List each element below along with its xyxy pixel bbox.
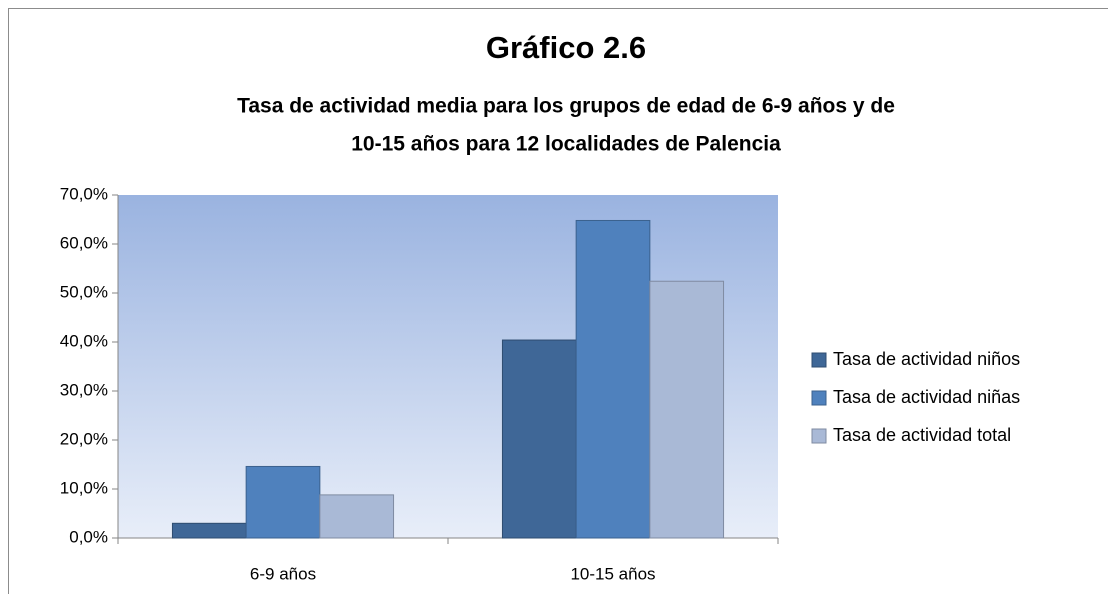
bar [649,280,725,539]
legend-swatch [811,352,827,368]
legend-label: Tasa de actividad niñas [833,387,1020,407]
chart-subtitle: Tasa de actividad media para los grupos … [237,95,895,118]
chart-subtitle: 10-15 años para 12 localidades de Palenc… [351,133,781,156]
chart-title: Gráfico 2.6 [486,30,646,65]
legend-label: Tasa de actividad niños [833,349,1020,369]
y-tick-label: 0,0% [69,527,108,546]
y-tick-label: 10,0% [60,478,108,497]
bar [575,219,651,539]
x-tick-label: 6-9 años [250,564,316,583]
legend-swatch [811,390,827,406]
bar [319,494,395,539]
y-tick-label: 70,0% [60,184,108,203]
bar [501,339,577,539]
legend-swatch [811,428,827,444]
y-tick-label: 30,0% [60,380,108,399]
y-tick-label: 50,0% [60,282,108,301]
y-tick-label: 20,0% [60,429,108,448]
legend-label: Tasa de actividad total [833,425,1011,445]
y-tick-label: 60,0% [60,233,108,252]
bar [171,522,247,539]
x-tick-label: 10-15 años [570,564,655,583]
bar [245,465,321,539]
y-tick-label: 40,0% [60,331,108,350]
